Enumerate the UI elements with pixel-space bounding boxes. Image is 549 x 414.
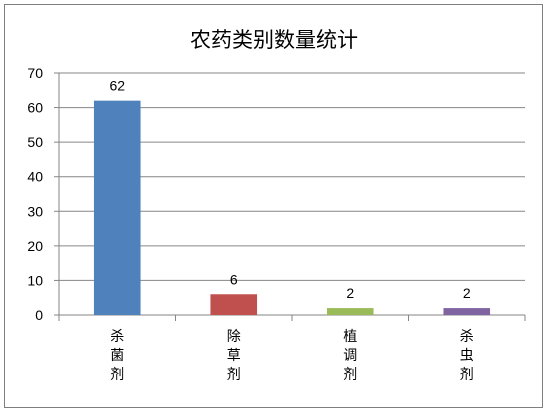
y-tick-label: 10 <box>27 272 43 288</box>
bar-1 <box>93 100 141 316</box>
x-category-label: 杀虫剂 <box>460 329 474 383</box>
y-tick-label: 30 <box>27 203 43 219</box>
y-tick-label: 60 <box>27 100 43 116</box>
bar-2 <box>210 294 258 315</box>
data-label: 62 <box>109 78 125 94</box>
y-tick-label: 40 <box>27 169 43 185</box>
data-label: 2 <box>346 285 354 301</box>
y-tick-label: 50 <box>27 134 43 150</box>
bar-4 <box>443 308 491 315</box>
x-category-label: 杀菌剂 <box>110 329 124 383</box>
x-axis-categories: 杀菌剂 除草剂 植调剂 杀虫剂 <box>110 329 474 383</box>
data-label: 6 <box>230 271 238 287</box>
x-category-label: 除草剂 <box>227 329 241 383</box>
y-tick-label: 20 <box>27 238 43 254</box>
bar-3 <box>326 308 374 315</box>
chart-frame <box>4 4 543 408</box>
y-tick-label: 70 <box>27 65 43 81</box>
x-category-label: 植调剂 <box>343 329 357 383</box>
chart-title: 农药类别数量统计 <box>190 28 358 52</box>
bars <box>93 100 491 316</box>
y-tick-label: 0 <box>35 307 43 323</box>
data-label: 2 <box>463 285 471 301</box>
y-axis-ticks: 0 10 20 30 40 50 60 70 <box>27 65 43 323</box>
